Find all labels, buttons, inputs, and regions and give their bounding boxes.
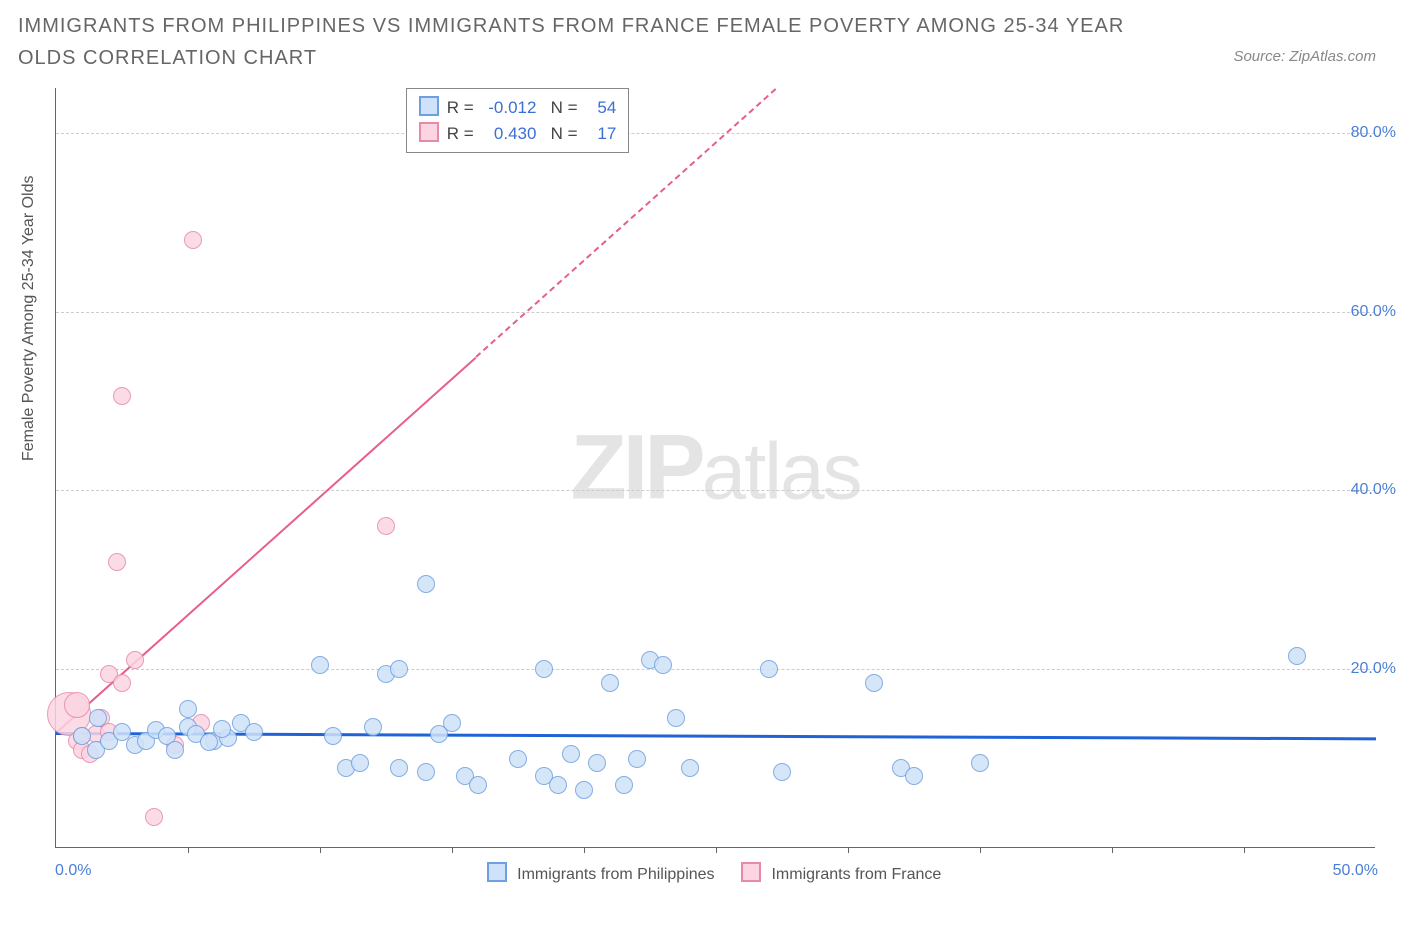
point-philippines [615,776,633,794]
point-philippines [562,745,580,763]
point-philippines [324,727,342,745]
point-france [377,517,395,535]
watermark-light: atlas [702,426,861,515]
x-tick [320,847,321,853]
point-philippines [575,781,593,799]
point-france [126,651,144,669]
point-philippines [865,674,883,692]
stats-row-france: R = 0.430 N = 17 [419,121,616,147]
y-tick-label: 80.0% [1351,124,1396,142]
y-tick-label: 20.0% [1351,660,1396,678]
point-france [64,692,90,718]
legend-swatch-france [741,862,761,882]
x-tick [188,847,189,853]
point-philippines [200,733,218,751]
x-tick [980,847,981,853]
point-philippines [667,709,685,727]
point-philippines [364,718,382,736]
point-philippines [509,750,527,768]
point-philippines [905,767,923,785]
point-philippines [601,674,619,692]
x-axis-legend: Immigrants from Philippines Immigrants f… [0,862,1406,884]
legend-swatch-philippines [487,862,507,882]
point-philippines [417,763,435,781]
point-philippines [760,660,778,678]
point-philippines [773,763,791,781]
point-france [113,387,131,405]
point-france [108,553,126,571]
point-philippines [417,575,435,593]
watermark: ZIPatlas [570,415,860,520]
point-philippines [245,723,263,741]
point-philippines [549,776,567,794]
point-france [184,231,202,249]
y-axis-label: Female Poverty Among 25-34 Year Olds [20,176,38,462]
point-philippines [89,709,107,727]
point-philippines [390,660,408,678]
gridline [56,312,1375,313]
point-philippines [469,776,487,794]
chart-title: IMMIGRANTS FROM PHILIPPINES VS IMMIGRANT… [18,10,1156,74]
point-philippines [535,660,553,678]
point-philippines [443,714,461,732]
gridline [56,669,1375,670]
x-tick [848,847,849,853]
legend-label-philippines: Immigrants from Philippines [517,866,714,883]
x-tick [1112,847,1113,853]
point-philippines [390,759,408,777]
point-philippines [1288,647,1306,665]
x-tick [584,847,585,853]
point-philippines [628,750,646,768]
x-tick [716,847,717,853]
gridline [56,133,1375,134]
point-france [113,674,131,692]
plot-area: ZIPatlas R = -0.012 N = 54R = 0.430 N = … [55,88,1375,848]
gridline [56,490,1375,491]
point-philippines [311,656,329,674]
point-philippines [654,656,672,674]
source-label: Source: ZipAtlas.com [1233,48,1376,65]
y-tick-label: 40.0% [1351,481,1396,499]
point-philippines [166,741,184,759]
point-philippines [681,759,699,777]
point-philippines [971,754,989,772]
stats-box: R = -0.012 N = 54R = 0.430 N = 17 [406,88,629,153]
legend-label-france: Immigrants from France [771,866,941,883]
point-france [145,808,163,826]
watermark-bold: ZIP [570,416,701,518]
x-tick [1244,847,1245,853]
y-tick-label: 60.0% [1351,303,1396,321]
point-philippines [351,754,369,772]
point-philippines [588,754,606,772]
x-tick [452,847,453,853]
point-philippines [213,720,231,738]
stats-row-philippines: R = -0.012 N = 54 [419,95,616,121]
point-philippines [179,700,197,718]
